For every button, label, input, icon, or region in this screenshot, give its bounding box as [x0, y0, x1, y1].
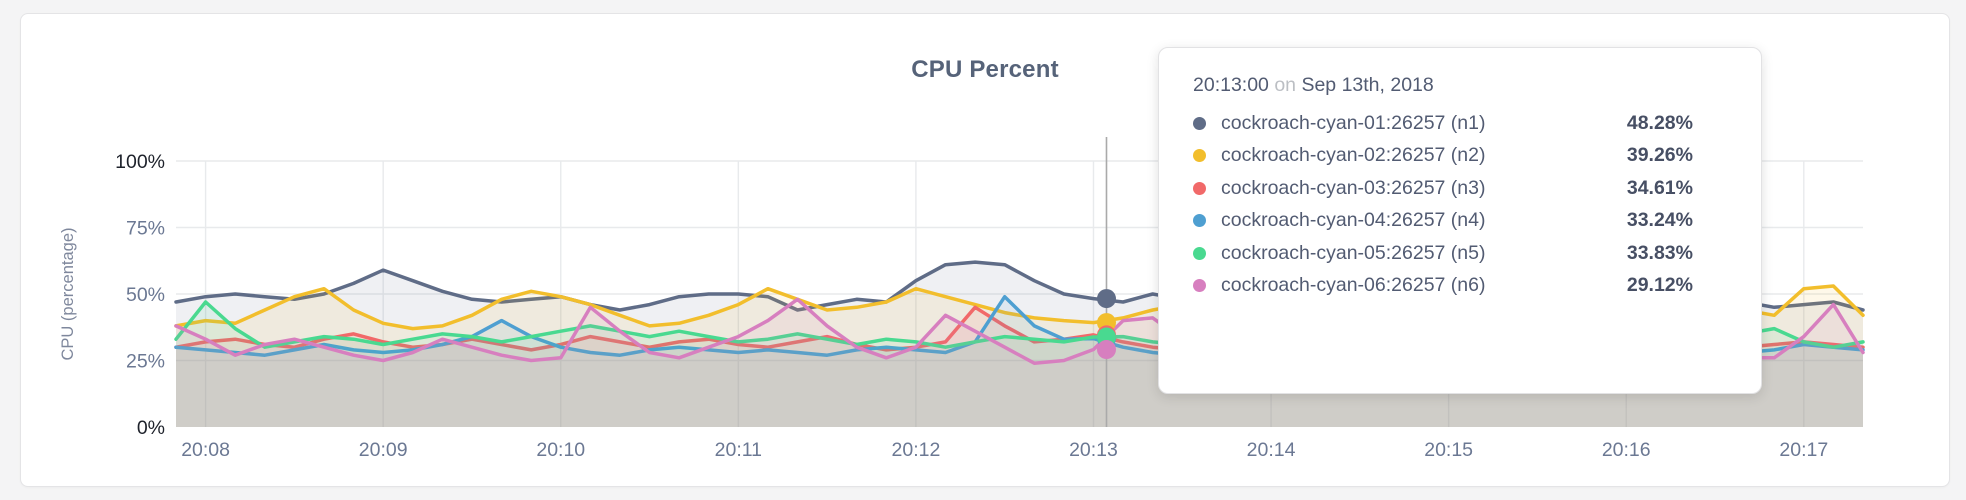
series-color-dot	[1193, 214, 1206, 228]
tooltip-time: 20:13:00	[1193, 74, 1269, 96]
hover-tooltip: 20:13:00 on Sep 13th, 2018 cockroach-cya…	[1158, 47, 1762, 394]
tooltip-on-word: on	[1274, 74, 1297, 96]
series-color-dot	[1193, 279, 1206, 293]
x-axis-tick-label: 20:10	[536, 439, 585, 461]
series-color-dot	[1193, 116, 1206, 130]
y-axis-tick-label: 25%	[126, 351, 165, 373]
tooltip-series-name: cockroach-cyan-06:26257 (n6)	[1221, 274, 1486, 297]
hover-dots	[1096, 289, 1116, 360]
x-axis-tick-label: 20:17	[1779, 439, 1828, 461]
tooltip-series-value: 48.28%	[1626, 111, 1693, 134]
y-axis-tick-label: 50%	[126, 284, 165, 306]
series-area-n5	[176, 302, 1863, 427]
tooltip-series-row: cockroach-cyan-02:26257 (n2) 39.26%	[1193, 140, 1693, 173]
hover-dot-n1	[1096, 289, 1116, 309]
tooltip-series-value: 34.61%	[1626, 176, 1693, 199]
x-axis-tick-label: 20:08	[181, 439, 230, 461]
axis-labels: 100% 75% 50% 25% 0% 20:08 20:09 20:10 20:11 20:12…	[59, 151, 1828, 461]
tooltip-series-row: cockroach-cyan-03:26257 (n3) 34.61%	[1193, 172, 1693, 205]
tooltip-series-name: cockroach-cyan-04:26257 (n4)	[1221, 209, 1486, 232]
y-axis-tick-label: 75%	[126, 218, 165, 240]
chart-card: CPU Percent 100% 75% 50% 25% 0% 20:08 20:09 20:…	[20, 13, 1950, 487]
x-axis-tick-label: 20:11	[715, 439, 762, 461]
series-color-dot	[1193, 246, 1206, 260]
x-axis-tick-label: 20:09	[359, 439, 408, 461]
x-axis-tick-label: 20:15	[1424, 439, 1473, 461]
tooltip-date: Sep 13th, 2018	[1301, 74, 1434, 96]
series-area-n4	[176, 296, 1863, 427]
y-axis-title: CPU (percentage)	[59, 228, 77, 361]
tooltip-series-name: cockroach-cyan-01:26257 (n1)	[1221, 111, 1486, 134]
cpu-percent-chart[interactable]: 100% 75% 50% 25% 0% 20:08 20:09 20:10 20:11 20:12…	[21, 14, 1966, 500]
hover-dot-n6	[1096, 340, 1116, 360]
x-axis-tick-label: 20:14	[1247, 439, 1296, 461]
series-color-dot	[1193, 149, 1206, 163]
x-axis-tick-label: 20:12	[892, 439, 941, 461]
tooltip-series-row: cockroach-cyan-06:26257 (n6) 29.12%	[1193, 270, 1693, 303]
tooltip-series-name: cockroach-cyan-02:26257 (n2)	[1221, 144, 1486, 167]
x-axis-tick-label: 20:16	[1602, 439, 1651, 461]
series-area-n6	[176, 299, 1863, 427]
series-color-dot	[1193, 181, 1206, 195]
tooltip-series-value: 33.83%	[1626, 241, 1693, 264]
tooltip-series-row: cockroach-cyan-01:26257 (n1) 48.28%	[1193, 107, 1693, 140]
y-axis-tick-label: 0%	[137, 417, 165, 439]
tooltip-series-row: cockroach-cyan-04:26257 (n4) 33.24%	[1193, 205, 1693, 238]
series-area-n3	[176, 307, 1863, 427]
tooltip-series-value: 39.26%	[1626, 144, 1693, 167]
tooltip-timestamp: 20:13:00 on Sep 13th, 2018	[1193, 74, 1693, 97]
tooltip-series-name: cockroach-cyan-03:26257 (n3)	[1221, 176, 1486, 199]
y-axis-tick-label: 100%	[115, 151, 165, 173]
chart-title: CPU Percent	[911, 56, 1059, 83]
tooltip-series-name: cockroach-cyan-05:26257 (n5)	[1221, 241, 1486, 264]
tooltip-series-value: 29.12%	[1626, 274, 1693, 297]
tooltip-series-value: 33.24%	[1626, 209, 1693, 232]
x-axis-tick-label: 20:13	[1069, 439, 1118, 461]
tooltip-series-row: cockroach-cyan-05:26257 (n5) 33.83%	[1193, 237, 1693, 270]
series-lines	[174, 260, 1865, 427]
